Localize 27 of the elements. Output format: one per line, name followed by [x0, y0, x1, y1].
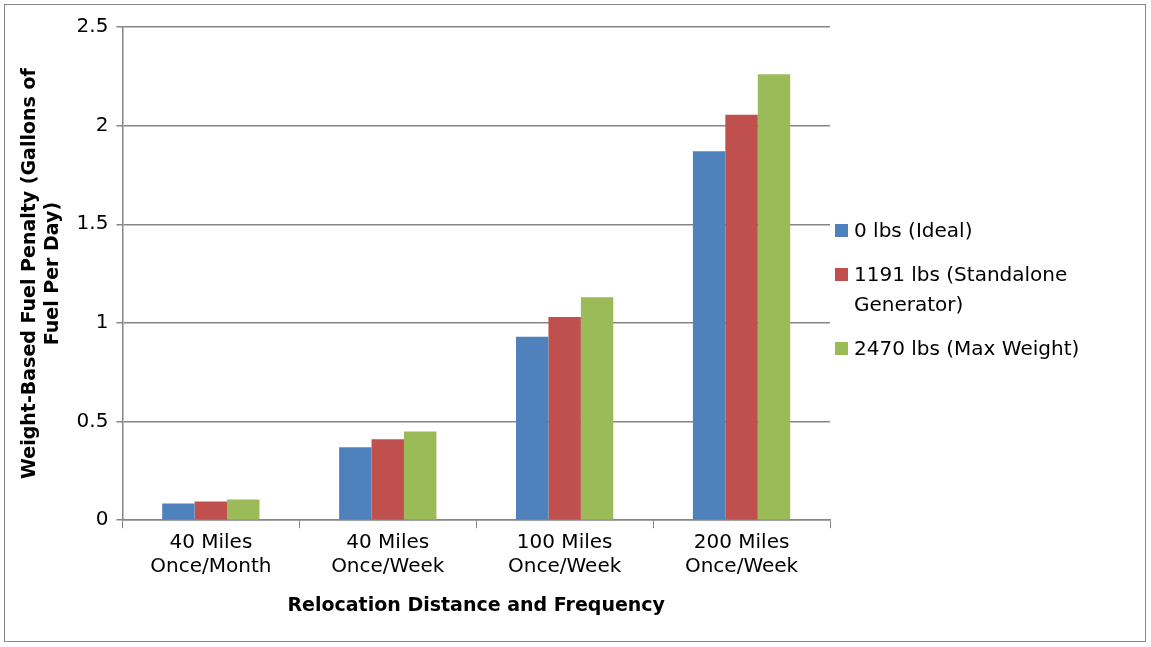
bar: [162, 503, 195, 520]
bar: [194, 501, 228, 520]
bar: [516, 336, 549, 520]
bar: [757, 74, 791, 520]
bar: [371, 439, 404, 520]
bar: [227, 499, 260, 520]
x-tick-label: 200 Miles Once/Week: [684, 529, 799, 578]
bar: [403, 431, 437, 520]
legend-label: 0 lbs (Ideal): [854, 217, 973, 244]
y-tick-label: 0: [95, 506, 109, 531]
y-tick-label: 2: [95, 111, 109, 136]
x-tick-label: 40 Miles Once/Week: [331, 529, 445, 578]
bar: [692, 151, 726, 520]
x-tick-label: 40 Miles Once/Month: [150, 529, 272, 578]
legend-label: 2470 lbs (Max Weight): [854, 335, 1080, 362]
x-tick-label: 100 Miles Once/Week: [508, 529, 622, 578]
x-axis-title: Relocation Distance and Frequency: [287, 592, 666, 615]
bar: [725, 114, 758, 520]
bar: [548, 317, 581, 520]
bar: [339, 447, 372, 520]
y-tick-label: 0.5: [76, 407, 109, 432]
y-tick-label: 2.5: [76, 13, 109, 38]
y-axis-title: Weight-Based Fuel Penalty (Gallons of Fuel Per Day): [17, 67, 63, 479]
legend-label: 1191 lbs (Standalone Generator): [854, 261, 1069, 318]
bar: [580, 297, 614, 520]
y-tick-label: 1.5: [76, 210, 109, 235]
y-tick-label: 1: [95, 309, 109, 334]
